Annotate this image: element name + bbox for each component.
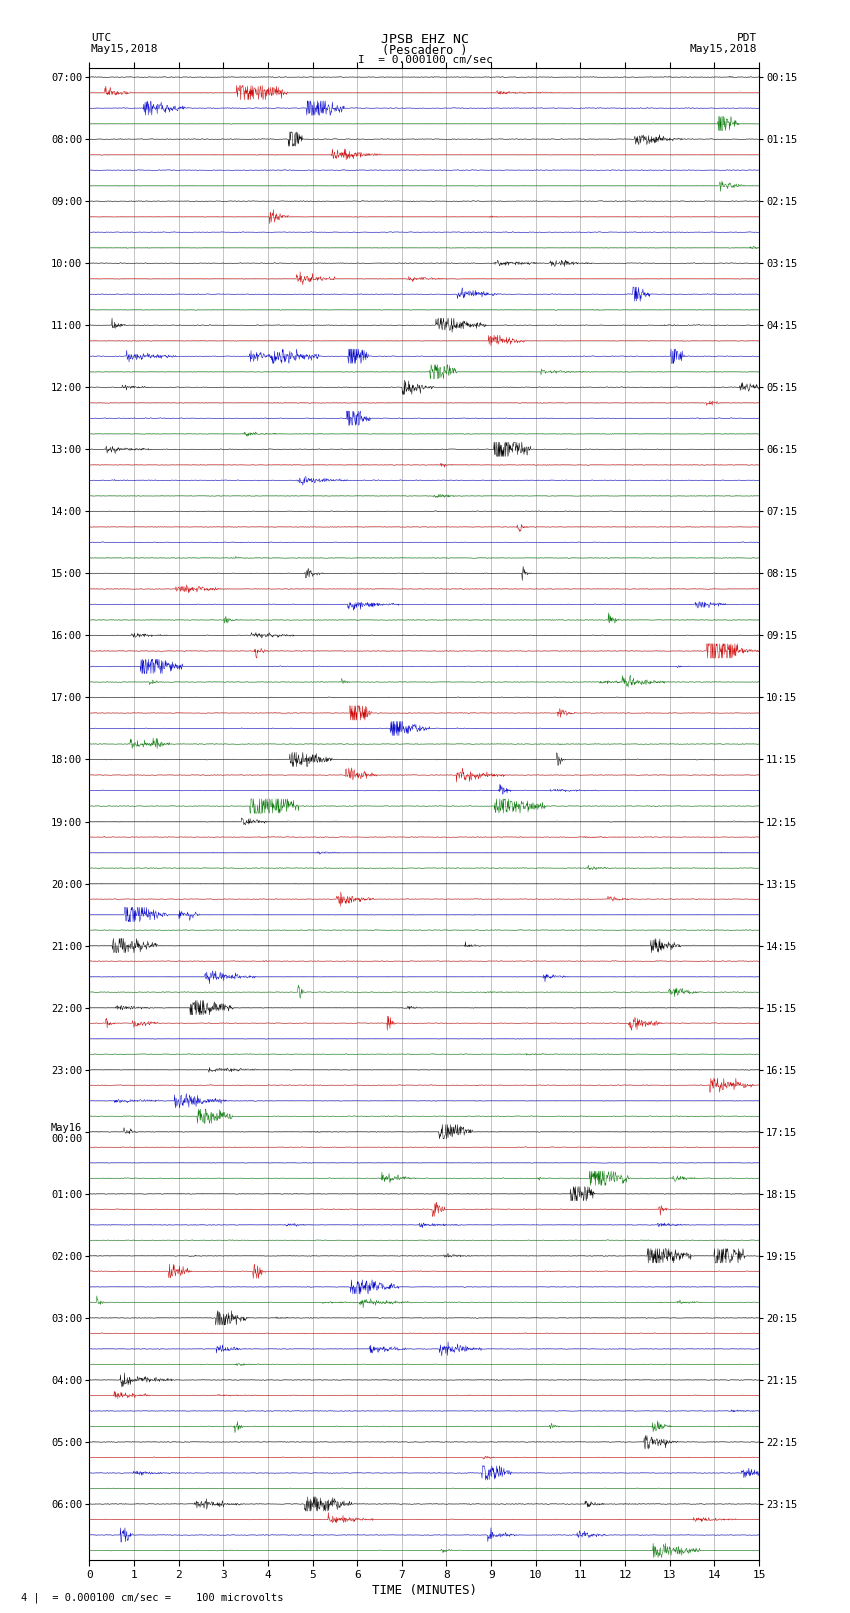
Text: PDT: PDT: [737, 32, 757, 44]
Text: JPSB EHZ NC: JPSB EHZ NC: [381, 32, 469, 47]
Text: I  = 0.000100 cm/sec: I = 0.000100 cm/sec: [358, 55, 492, 65]
Text: May15,2018: May15,2018: [690, 44, 757, 53]
X-axis label: TIME (MINUTES): TIME (MINUTES): [371, 1584, 477, 1597]
Text: May15,2018: May15,2018: [91, 44, 158, 53]
Text: (Pescadero ): (Pescadero ): [382, 44, 468, 56]
Text: UTC: UTC: [91, 32, 111, 44]
Text: 4 |  = 0.000100 cm/sec =    100 microvolts: 4 | = 0.000100 cm/sec = 100 microvolts: [21, 1592, 284, 1603]
